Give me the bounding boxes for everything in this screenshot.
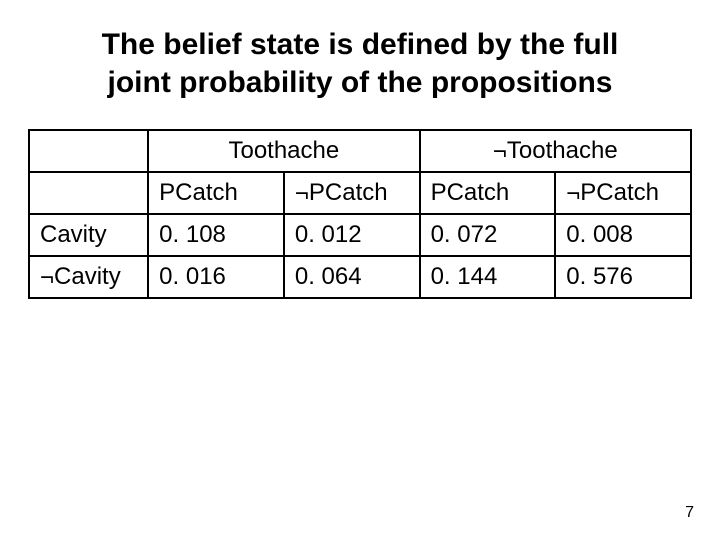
header-not-pcatch-1-label: PCatch [309, 179, 388, 206]
header-pcatch-1: PCatch [148, 172, 284, 214]
header-pcatch-2-label: PCatch [431, 179, 510, 206]
header-not-toothache: ¬Toothache [420, 130, 691, 172]
cell-r2c2: 0. 064 [284, 256, 420, 298]
rowlabel-not-cavity-text: Cavity [54, 263, 121, 290]
title-line-2: joint probability of the propositions [108, 66, 613, 99]
cell-r1c1: 0. 108 [148, 214, 284, 256]
probability-table-wrap: Toothache ¬Toothache PCatch ¬PCatch PCat… [28, 129, 692, 299]
rowlabel-not-cavity: ¬Cavity [29, 256, 148, 298]
probability-table: Toothache ¬Toothache PCatch ¬PCatch PCat… [28, 129, 692, 299]
header-empty-2 [29, 172, 148, 214]
cell-r2c3: 0. 144 [420, 256, 556, 298]
header-toothache-label: Toothache [228, 137, 339, 164]
cell-r1c2: 0. 012 [284, 214, 420, 256]
cell-r2c4: 0. 576 [555, 256, 691, 298]
table-row: Cavity 0. 108 0. 012 0. 072 0. 008 [29, 214, 691, 256]
header-toothache: Toothache [148, 130, 419, 172]
table-header-row-1: Toothache ¬Toothache [29, 130, 691, 172]
cell-r1c4: 0. 008 [555, 214, 691, 256]
title-line-1: The belief state is defined by the full [102, 28, 619, 61]
slide: The belief state is defined by the full … [0, 0, 720, 540]
not-icon: ¬ [40, 264, 54, 292]
header-pcatch-2: PCatch [420, 172, 556, 214]
table-row: ¬Cavity 0. 016 0. 064 0. 144 0. 576 [29, 256, 691, 298]
table-header-row-2: PCatch ¬PCatch PCatch ¬PCatch [29, 172, 691, 214]
header-not-pcatch-2-label: PCatch [580, 179, 659, 206]
not-icon: ¬ [493, 138, 507, 166]
rowlabel-cavity: Cavity [29, 214, 148, 256]
header-empty [29, 130, 148, 172]
header-not-pcatch-2: ¬PCatch [555, 172, 691, 214]
cell-r1c3: 0. 072 [420, 214, 556, 256]
header-pcatch-1-label: PCatch [159, 179, 238, 206]
slide-title: The belief state is defined by the full … [28, 26, 692, 101]
header-not-toothache-label: Toothache [507, 137, 618, 164]
not-icon: ¬ [295, 180, 309, 208]
cell-r2c1: 0. 016 [148, 256, 284, 298]
header-not-pcatch-1: ¬PCatch [284, 172, 420, 214]
not-icon: ¬ [566, 180, 580, 208]
rowlabel-cavity-text: Cavity [40, 221, 107, 248]
page-number: 7 [685, 504, 694, 522]
